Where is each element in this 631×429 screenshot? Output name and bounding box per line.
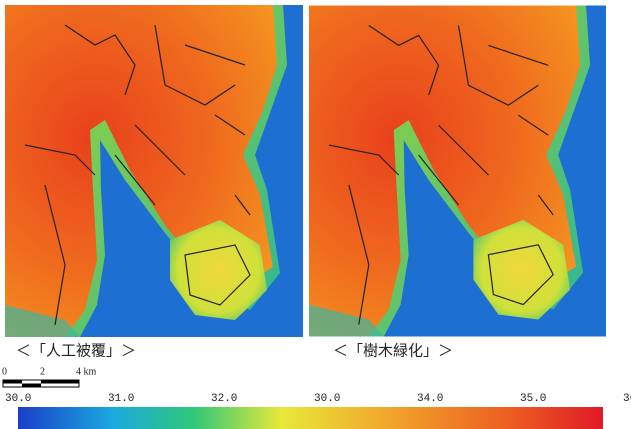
scale-label: 0 [2, 366, 7, 377]
scale-label: 2 [40, 366, 45, 377]
scale-bar [3, 380, 79, 387]
page: ＜「人工被覆」＞ ＜「樹木緑化」＞ 0 2 4 km 30.0 31.0 32.0 3… [0, 0, 631, 429]
map-greening [309, 6, 606, 337]
colorbar-label: 32.0 [211, 393, 237, 405]
map-caption: ＜「樹木緑化」＞ [333, 342, 453, 359]
colorbar-label: 35.0 [520, 393, 546, 405]
map-caption: ＜「人工被覆」＞ [16, 342, 136, 359]
colorbar-label: 34.0 [417, 393, 443, 405]
colorbar-label: 30.0 [5, 393, 31, 405]
scale-label: 4 km [76, 366, 97, 377]
map-artificial [5, 5, 303, 337]
colorbar-label: 36.0 [℃] [623, 393, 631, 405]
colorbar [18, 407, 603, 429]
colorbar-label: 31.0 [108, 393, 134, 405]
colorbar-label: 30.0 [314, 393, 340, 405]
